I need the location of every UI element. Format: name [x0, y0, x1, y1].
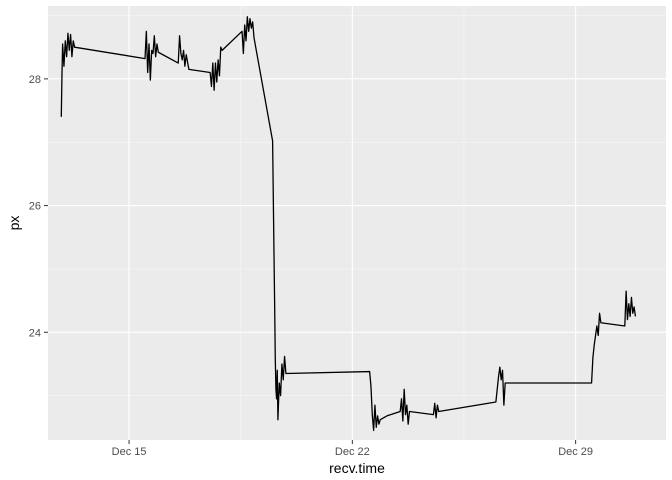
series-layer	[60, 16, 637, 432]
x-axis-title: recv.time	[329, 460, 385, 476]
y-axis-title: px	[6, 216, 22, 231]
series-line	[60, 16, 637, 432]
y-axis: 24 26 28	[29, 74, 48, 339]
x-tick-label: Dec 15	[112, 446, 147, 458]
major-gridlines	[48, 6, 666, 440]
y-tick-label: 28	[29, 74, 41, 86]
x-tick-label: Dec 22	[335, 446, 370, 458]
x-tick-label: Dec 29	[558, 446, 593, 458]
y-tick-label: 24	[29, 327, 41, 339]
plot-panel	[48, 6, 666, 440]
y-tick-label: 26	[29, 201, 41, 213]
x-axis: Dec 15 Dec 22 Dec 29	[112, 440, 593, 458]
